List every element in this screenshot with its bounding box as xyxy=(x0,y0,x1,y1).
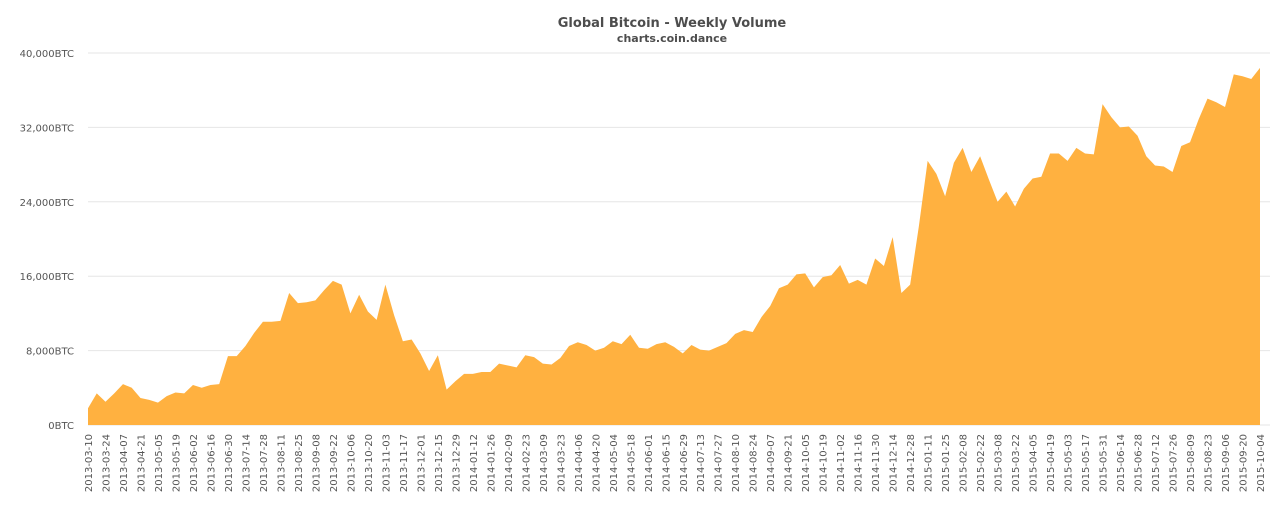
x-tick-label-25: 2014-02-23 xyxy=(521,434,532,492)
x-tick-label-55: 2015-04-19 xyxy=(1046,434,1057,492)
x-tick-label-27: 2014-03-23 xyxy=(556,434,567,492)
x-tick-label-41: 2014-10-05 xyxy=(801,434,812,492)
x-tick-label-47: 2014-12-28 xyxy=(906,434,917,492)
x-tick-label-53: 2015-03-22 xyxy=(1011,434,1022,492)
x-tick-label-16: 2013-10-20 xyxy=(364,434,375,492)
x-tick-label-59: 2015-06-14 xyxy=(1116,434,1127,492)
x-tick-label-3: 2013-04-21 xyxy=(136,434,147,492)
x-tick-label-32: 2014-06-01 xyxy=(644,434,655,492)
x-tick-label-34: 2014-06-29 xyxy=(679,434,690,492)
x-tick-label-67: 2015-10-04 xyxy=(1256,434,1267,492)
x-tick-label-38: 2014-08-24 xyxy=(749,434,760,492)
x-tick-label-66: 2015-09-20 xyxy=(1239,434,1250,492)
x-tick-label-5: 2013-05-19 xyxy=(171,434,182,492)
x-tick-label-45: 2014-11-30 xyxy=(871,434,882,492)
y-tick-label-5: 40,000BTC xyxy=(20,49,74,60)
y-axis: 0BTC 8,000BTC 16,000BTC 24,000BTC 32,000BTC 4… xyxy=(20,49,74,432)
x-tick-label-23: 2014-01-26 xyxy=(486,434,497,492)
x-tick-label-65: 2015-09-06 xyxy=(1221,434,1232,492)
x-tick-label-57: 2015-05-17 xyxy=(1081,434,1092,492)
x-tick-label-24: 2014-02-09 xyxy=(504,434,515,492)
x-tick-label-14: 2013-09-22 xyxy=(329,434,340,492)
x-tick-label-15: 2013-10-06 xyxy=(346,434,357,492)
x-tick-label-60: 2015-06-28 xyxy=(1134,434,1145,492)
x-tick-label-46: 2014-12-14 xyxy=(889,434,900,492)
x-tick-label-20: 2013-12-15 xyxy=(434,434,445,492)
x-tick-label-7: 2013-06-16 xyxy=(206,434,217,492)
volume-area xyxy=(88,67,1260,425)
x-tick-label-52: 2015-03-08 xyxy=(994,434,1005,492)
y-tick-label-2: 16,000BTC xyxy=(20,272,74,283)
y-tick-label-1: 8,000BTC xyxy=(26,347,74,358)
x-tick-label-64: 2015-08-23 xyxy=(1204,434,1215,492)
x-tick-label-63: 2015-08-09 xyxy=(1186,434,1197,492)
y-tick-label-3: 24,000BTC xyxy=(20,198,74,209)
x-tick-label-44: 2014-11-16 xyxy=(854,434,865,492)
x-tick-label-58: 2015-05-31 xyxy=(1099,434,1110,492)
x-tick-label-39: 2014-09-07 xyxy=(766,434,777,492)
x-tick-label-12: 2013-08-25 xyxy=(294,434,305,492)
x-tick-label-22: 2014-01-12 xyxy=(469,434,480,492)
x-tick-label-62: 2015-07-26 xyxy=(1169,434,1180,492)
x-tick-label-35: 2014-07-13 xyxy=(696,434,707,492)
x-tick-label-51: 2015-02-22 xyxy=(976,434,987,492)
x-tick-label-61: 2015-07-12 xyxy=(1151,434,1162,492)
x-tick-label-33: 2014-06-15 xyxy=(661,434,672,492)
x-tick-label-56: 2015-05-03 xyxy=(1064,434,1075,492)
x-tick-label-11: 2013-08-11 xyxy=(276,434,287,492)
x-tick-label-37: 2014-08-10 xyxy=(731,434,742,492)
x-tick-label-2: 2013-04-07 xyxy=(119,434,130,492)
x-tick-label-8: 2013-06-30 xyxy=(224,434,235,492)
x-tick-label-48: 2015-01-11 xyxy=(924,434,935,492)
x-tick-label-40: 2014-09-21 xyxy=(784,434,795,492)
x-tick-label-21: 2013-12-29 xyxy=(451,434,462,492)
x-tick-label-54: 2015-04-05 xyxy=(1029,434,1040,492)
x-tick-label-36: 2014-07-27 xyxy=(714,434,725,492)
x-tick-label-26: 2014-03-09 xyxy=(539,434,550,492)
x-tick-label-29: 2014-04-20 xyxy=(591,434,602,492)
x-tick-label-31: 2014-05-18 xyxy=(626,434,637,492)
x-tick-label-13: 2013-09-08 xyxy=(311,434,322,492)
x-tick-label-17: 2013-11-03 xyxy=(381,434,392,492)
area-series xyxy=(88,67,1260,425)
x-tick-label-42: 2014-10-19 xyxy=(819,434,830,492)
x-tick-label-50: 2015-02-08 xyxy=(959,434,970,492)
x-tick-label-9: 2013-07-14 xyxy=(241,434,252,492)
x-tick-label-43: 2014-11-02 xyxy=(836,434,847,492)
x-axis: 2013-03-10 2013-03-24 2013-04-07 2013-04-21… xyxy=(84,434,1267,492)
chart-title: Global Bitcoin - Weekly Volume xyxy=(558,16,787,31)
x-tick-label-30: 2014-05-04 xyxy=(609,434,620,492)
x-tick-label-49: 2015-01-25 xyxy=(941,434,952,492)
x-tick-label-18: 2013-11-17 xyxy=(399,434,410,492)
chart-subtitle: charts.coin.dance xyxy=(617,32,727,45)
x-tick-label-0: 2013-03-10 xyxy=(84,434,95,492)
x-tick-label-19: 2013-12-01 xyxy=(416,434,427,492)
x-tick-label-28: 2014-04-06 xyxy=(574,434,585,492)
y-tick-label-0: 0BTC xyxy=(48,421,74,432)
y-tick-label-4: 32,000BTC xyxy=(20,123,74,134)
x-tick-label-10: 2013-07-28 xyxy=(259,434,270,492)
x-tick-label-1: 2013-03-24 xyxy=(101,434,112,492)
x-tick-label-4: 2013-05-05 xyxy=(154,434,165,492)
x-tick-label-6: 2013-06-02 xyxy=(189,434,200,492)
